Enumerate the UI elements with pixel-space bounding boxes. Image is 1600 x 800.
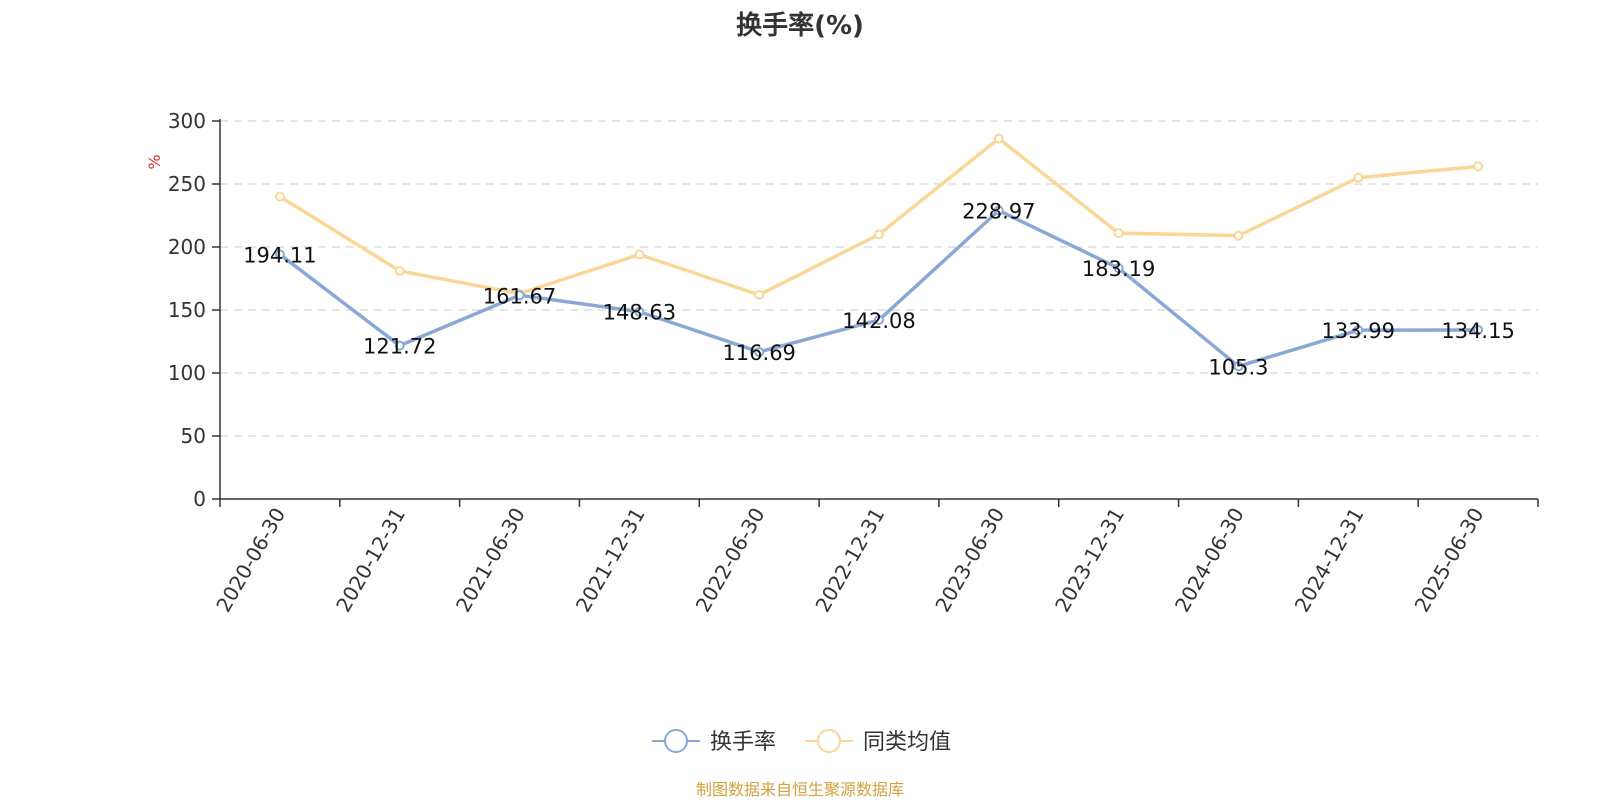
data-point xyxy=(274,191,285,202)
y-tick-label: 300 xyxy=(168,109,206,133)
x-tick-label: 2022-06-30 xyxy=(691,504,770,617)
data-label: 194.11 xyxy=(243,243,316,267)
legend-turnover-label: 换手率 xyxy=(710,730,776,755)
data-point xyxy=(1233,230,1244,241)
data-point xyxy=(514,290,525,301)
axes: 0 50 100 150 200 250 300 2020-06-30 2020-12-31 20… xyxy=(168,109,1539,617)
legend-item-peer-average[interactable]: 同类均值 xyxy=(805,729,951,755)
data-label: 105.3 xyxy=(1208,355,1268,379)
data-labels: 194.11 121.72 161.67 148.63 116.69 142.08 228.… xyxy=(243,199,1515,379)
series-turnover xyxy=(274,205,1484,372)
data-label: 116.69 xyxy=(722,341,795,365)
data-point xyxy=(274,249,285,260)
data-point xyxy=(1473,161,1484,172)
x-tick-label: 2021-06-30 xyxy=(451,504,530,617)
x-tick-label: 2021-12-31 xyxy=(571,504,650,617)
data-point xyxy=(634,306,645,317)
x-tick-label: 2023-12-31 xyxy=(1050,504,1129,617)
y-axis-unit-label: % xyxy=(145,154,164,169)
y-tick-label: 50 xyxy=(181,424,206,448)
x-tick-label: 2020-06-30 xyxy=(211,504,290,617)
data-point xyxy=(634,249,645,260)
data-label: 228.97 xyxy=(962,199,1035,223)
y-tick-label: 200 xyxy=(168,235,206,259)
data-point xyxy=(1353,172,1364,183)
data-point xyxy=(754,346,765,357)
data-point xyxy=(394,340,405,351)
source-note: 制图数据来自恒生聚源数据库 xyxy=(696,780,904,799)
y-tick-label: 0 xyxy=(193,487,206,511)
legend-turnover-marker xyxy=(664,729,688,753)
grid-lines xyxy=(220,120,1538,437)
data-point xyxy=(993,133,1004,144)
data-point xyxy=(1473,324,1484,335)
data-label: 121.72 xyxy=(363,335,436,359)
y-tick-label: 100 xyxy=(168,361,206,385)
y-tick-label: 150 xyxy=(168,298,206,322)
data-point xyxy=(394,265,405,276)
x-tick-label: 2022-12-31 xyxy=(810,504,889,617)
data-point xyxy=(1113,263,1124,274)
data-label: 133.99 xyxy=(1322,319,1395,343)
data-label: 183.19 xyxy=(1082,257,1155,281)
data-label: 161.67 xyxy=(483,284,556,308)
x-tick-label: 2024-12-31 xyxy=(1290,504,1369,617)
legend-peer-average-marker xyxy=(817,729,841,753)
series-peer-average xyxy=(274,133,1484,300)
data-point xyxy=(874,229,884,240)
data-point xyxy=(993,205,1004,216)
data-point xyxy=(1113,228,1124,239)
data-point xyxy=(754,289,765,300)
chart-title: 换手率(%) xyxy=(736,10,864,41)
legend-item-turnover[interactable]: 换手率 xyxy=(652,729,776,755)
data-label: 142.08 xyxy=(842,309,915,333)
x-tick-label: 2023-06-30 xyxy=(930,504,1009,617)
series-line xyxy=(278,136,1479,297)
data-label: 134.15 xyxy=(1441,319,1514,343)
x-tick-label: 2020-12-31 xyxy=(331,504,410,617)
y-tick-label: 250 xyxy=(168,172,206,196)
x-tick-label: 2025-06-30 xyxy=(1410,504,1489,617)
legend-peer-average-label: 同类均值 xyxy=(863,730,951,755)
x-tick-label: 2024-06-30 xyxy=(1170,504,1249,617)
data-label: 148.63 xyxy=(603,301,676,325)
data-point xyxy=(1233,361,1244,372)
legend[interactable]: 换手率 同类均值 xyxy=(652,729,951,755)
series-layer xyxy=(274,133,1484,372)
data-point xyxy=(1353,325,1364,336)
data-point xyxy=(874,314,884,325)
